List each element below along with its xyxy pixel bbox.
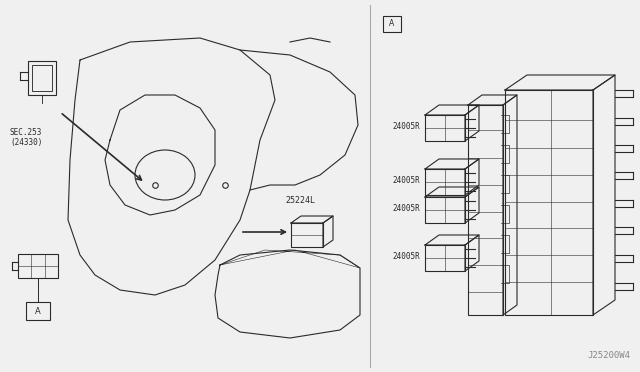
- Bar: [28, 61, 56, 95]
- Text: 24005R: 24005R: [392, 122, 420, 131]
- Text: 24005R: 24005R: [392, 176, 420, 185]
- Text: 24005R: 24005R: [392, 252, 420, 261]
- Bar: [425, 169, 465, 195]
- Text: 24005R: 24005R: [392, 204, 420, 213]
- Text: J25200W4: J25200W4: [587, 351, 630, 360]
- Text: A: A: [389, 19, 395, 29]
- Text: 25224L: 25224L: [285, 196, 315, 205]
- Text: SEC.253: SEC.253: [10, 128, 42, 137]
- Bar: [26, 302, 50, 320]
- Bar: [505, 90, 593, 315]
- Bar: [383, 16, 401, 32]
- Text: A: A: [35, 307, 41, 315]
- Bar: [425, 115, 465, 141]
- Bar: [18, 254, 58, 278]
- Bar: [425, 245, 465, 271]
- Bar: [425, 197, 465, 223]
- Bar: [32, 65, 52, 91]
- Text: (24330): (24330): [10, 138, 42, 147]
- Bar: [468, 105, 503, 315]
